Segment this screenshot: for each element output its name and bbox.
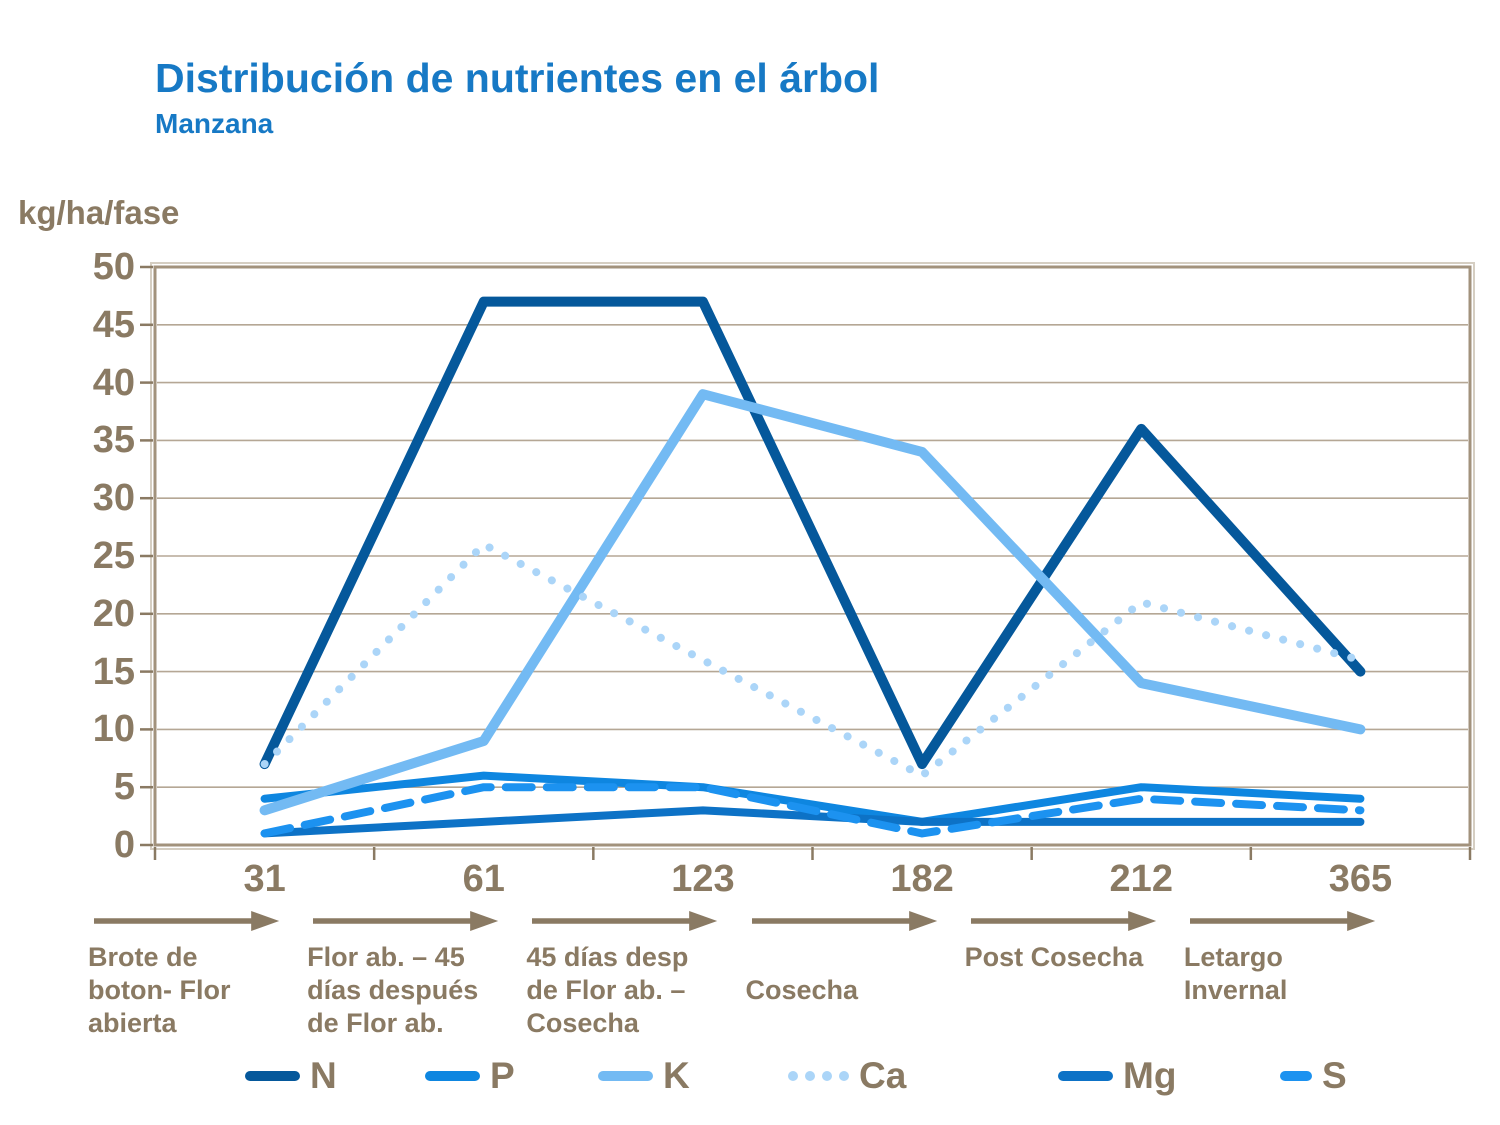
y-tick-label-10: 10 xyxy=(92,708,135,751)
y-tick-label-30: 30 xyxy=(92,477,135,520)
phase-label: Brote de boton- Flor abierta xyxy=(88,942,231,1038)
x-tick-label-61: 61 xyxy=(462,858,505,900)
y-tick-label-0: 0 xyxy=(113,824,135,866)
phase-arrow-icon xyxy=(313,911,499,931)
phase-label: Letargo Invernal xyxy=(1183,942,1288,1005)
x-tick-label-365: 365 xyxy=(1328,858,1393,900)
legend-label-K: K xyxy=(663,1055,690,1096)
phase-arrow-icon xyxy=(532,911,718,931)
arrow-head xyxy=(251,911,280,931)
series-line-K xyxy=(259,389,1366,816)
y-tick-label-40: 40 xyxy=(92,361,135,404)
y-tick-label-20: 20 xyxy=(92,592,135,635)
legend-swatch-Mg xyxy=(1058,1071,1113,1081)
series-line-N xyxy=(259,296,1366,770)
legend-label-S: S xyxy=(1322,1055,1347,1096)
legend-label-P: P xyxy=(490,1055,515,1096)
y-tick-label-25: 25 xyxy=(92,535,135,577)
y-tick-label-5: 5 xyxy=(113,766,135,809)
x-tick-label-31: 31 xyxy=(243,858,286,900)
arrow-head xyxy=(908,911,937,931)
legend-label-N: N xyxy=(310,1055,337,1096)
legend-entry-P: P xyxy=(425,1050,515,1102)
x-tick-label-182: 182 xyxy=(890,858,954,900)
phase-cell-5: Post Cosecha xyxy=(965,908,1184,974)
phase-arrow-icon xyxy=(94,911,280,931)
legend-entry-N: N xyxy=(245,1050,337,1102)
phase-cell-6: Letargo Invernal xyxy=(1184,908,1403,1007)
y-tick-label-45: 45 xyxy=(92,303,135,346)
legend-swatch-P xyxy=(425,1071,480,1081)
chart-title: Distribución de nutrientes en el árbol xyxy=(155,55,880,101)
series-line-Ca xyxy=(260,540,1365,780)
legend-entry-K: K xyxy=(598,1050,690,1102)
legend-entry-Ca: Ca xyxy=(788,1050,906,1102)
arrow-head xyxy=(689,911,718,931)
phase-arrow-icon xyxy=(751,911,937,931)
legend-label-Mg: Mg xyxy=(1123,1055,1177,1096)
legend-entry-Mg: Mg xyxy=(1058,1050,1176,1102)
legend-entry-S: S xyxy=(1280,1050,1347,1102)
chart-subtitle: Manzana xyxy=(155,108,274,139)
phase-label: Cosecha xyxy=(745,975,859,1005)
legend-swatch-S xyxy=(1280,1071,1312,1081)
phase-cell-1: Brote de boton- Flor abierta xyxy=(88,908,307,1040)
legend-swatch-Ca xyxy=(788,1071,849,1081)
legend-swatch-N xyxy=(245,1071,300,1081)
phase-cell-3: 45 días desp de Flor ab. – Cosecha xyxy=(526,908,745,1040)
phase-cell-4: Cosecha xyxy=(746,908,965,1007)
phase-label: Flor ab. – 45 días después de Flor ab. xyxy=(307,942,479,1038)
series-line-Mg xyxy=(260,806,1365,838)
series-line-S xyxy=(260,783,1365,838)
y-tick-label-35: 35 xyxy=(92,419,135,462)
legend-swatch-K xyxy=(598,1071,653,1081)
x-tick-label-212: 212 xyxy=(1109,858,1173,900)
arrow-head xyxy=(1127,911,1156,931)
phase-arrow-icon xyxy=(1189,911,1375,931)
phase-label: Post Cosecha xyxy=(964,942,1144,972)
x-tick-label-123: 123 xyxy=(671,858,735,900)
phase-label: 45 días desp de Flor ab. – Cosecha xyxy=(526,942,689,1038)
y-axis-unit-label: kg/ha/fase xyxy=(18,194,180,231)
series-line-P xyxy=(260,771,1365,826)
phase-arrow-icon xyxy=(970,911,1156,931)
arrow-head xyxy=(1346,911,1375,931)
y-tick-label-50: 50 xyxy=(92,246,135,288)
arrow-head xyxy=(470,911,499,931)
phase-cell-2: Flor ab. – 45 días después de Flor ab. xyxy=(307,908,526,1040)
legend-label-Ca: Ca xyxy=(859,1055,907,1096)
y-tick-label-15: 15 xyxy=(92,650,135,693)
